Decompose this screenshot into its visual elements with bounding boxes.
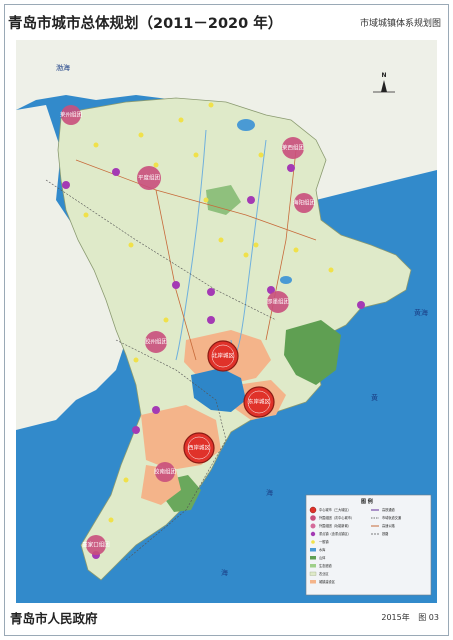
- city-cluster-jimo: 即墨组团: [267, 291, 290, 313]
- village-dot: [93, 142, 99, 148]
- village-dot: [193, 152, 199, 158]
- village-dot: [133, 357, 139, 363]
- legend-title: 图 例: [361, 498, 373, 505]
- legend-item: 中心城市（三大城区）: [319, 507, 351, 512]
- city-label: 莱州组团: [60, 111, 83, 119]
- town-dot: [112, 168, 120, 176]
- city-cluster-east-bank: 东岸城区: [243, 386, 275, 418]
- town-markers: [62, 164, 365, 559]
- city-cluster-west-bank: 西岸城区: [183, 432, 215, 464]
- map-frame: [4, 4, 449, 636]
- village-dot: [178, 117, 184, 123]
- sea-label: 海: [266, 488, 273, 497]
- legend-item: 生态廊道: [319, 563, 333, 568]
- legend-item: 山体: [319, 555, 326, 560]
- town-dot: [357, 301, 365, 309]
- town-dot: [287, 164, 295, 172]
- reservoir: [280, 276, 292, 284]
- legend-item: 市域轨道交通: [382, 515, 402, 520]
- town-dot: [132, 426, 140, 434]
- town-dot: [247, 196, 255, 204]
- village-dot: [218, 237, 224, 243]
- village-dot: [328, 267, 334, 273]
- town-dot: [172, 281, 180, 289]
- village-dot: [128, 242, 134, 248]
- city-label: 胶州组团: [145, 338, 168, 346]
- city-cluster-laixi: 莱西组团: [282, 137, 305, 159]
- map-subtitle: 市域城镇体系规划图: [359, 19, 441, 29]
- figure-info: 2015年 图 03: [375, 612, 439, 623]
- town-dot: [207, 316, 215, 324]
- railway: [45, 179, 277, 321]
- sea-label: 渤海: [56, 63, 70, 72]
- village-dot: [138, 132, 144, 138]
- mountain-area: [284, 320, 341, 385]
- village-dot: [258, 152, 264, 158]
- planning-map: 渤海 黄海 黄 海 海 N: [16, 40, 437, 603]
- village-dot: [123, 477, 129, 483]
- sea-label: 黄: [371, 393, 378, 402]
- city-cluster-pingdu: 平度组团: [137, 166, 161, 190]
- city-label: 莱西组团: [282, 144, 305, 152]
- map-title: 青岛市城市总体规划（2011－2020 年）: [8, 16, 283, 32]
- village-dot: [208, 102, 214, 108]
- city-cluster-jiaozhou: 胶州组团: [145, 331, 168, 353]
- legend-item: 重点镇（含重点镇区）: [319, 531, 351, 536]
- city-label: 海阳组团: [293, 199, 316, 207]
- legend-item: 外围组团（功能新城）: [319, 523, 351, 528]
- legend-item: 水库: [319, 547, 326, 552]
- village-dot: [83, 212, 89, 218]
- town-dot: [207, 288, 215, 296]
- neighbor-land-west: [16, 105, 126, 430]
- city-label: 西岸城区: [188, 445, 211, 452]
- city-cluster-haiyang: 海阳组团: [293, 193, 316, 213]
- mountain-area-north: [206, 185, 241, 215]
- city-cluster-jiaonan: 胶南组团: [154, 462, 177, 482]
- village-markers: [83, 102, 334, 523]
- town-dot: [267, 286, 275, 294]
- legend-item: 一般镇: [319, 539, 329, 544]
- map-year: 2015年: [381, 613, 410, 622]
- village-dot: [108, 517, 114, 523]
- legend-item: 高铁通道: [382, 507, 396, 512]
- north-label: N: [381, 72, 386, 79]
- river: [175, 129, 207, 361]
- village-dot: [153, 162, 159, 168]
- neighbor-land: [16, 40, 437, 210]
- north-arrow-icon: N: [373, 72, 395, 93]
- railway: [115, 339, 227, 561]
- legend-item: 城镇建设区: [319, 579, 336, 584]
- city-label: 平度组团: [138, 174, 161, 182]
- village-dot: [163, 317, 169, 323]
- figure-number: 图 03: [418, 613, 439, 622]
- city-cluster-laizhou: 莱州组团: [60, 105, 83, 125]
- city-label: 即墨组团: [267, 298, 290, 306]
- village-dot: [243, 252, 249, 258]
- legend-item: 铁路: [382, 531, 389, 536]
- sea-label: 海: [221, 568, 228, 577]
- legend-item: 外围组团（次中心城市）: [319, 515, 354, 520]
- jiaozhou-bay: [191, 368, 246, 412]
- legend-item: 高速公路: [382, 523, 396, 528]
- sea-label: 黄海: [414, 308, 428, 317]
- city-label: 董家口组团: [82, 541, 110, 549]
- city-cluster-dongjiakou: 董家口组团: [82, 535, 110, 555]
- legend: 图 例 中心城市（三大城区） 外围组团（次中心城市） 外围组团（功能新城） 重点…: [305, 494, 432, 596]
- issuer-name: 青岛市人民政府: [10, 611, 98, 626]
- legend-item: 农业区: [319, 571, 329, 576]
- village-dot: [293, 247, 299, 253]
- city-label: 北岸城区: [212, 352, 235, 360]
- reservoir: [237, 119, 255, 131]
- town-dot: [62, 181, 70, 189]
- city-label: 胶南组团: [154, 468, 177, 476]
- city-label: 东岸城区: [248, 398, 271, 406]
- town-dot: [152, 406, 160, 414]
- village-dot: [253, 242, 259, 248]
- village-dot: [203, 197, 209, 203]
- city-cluster-north-bank: 北岸城区: [207, 340, 239, 372]
- expressway: [155, 189, 197, 361]
